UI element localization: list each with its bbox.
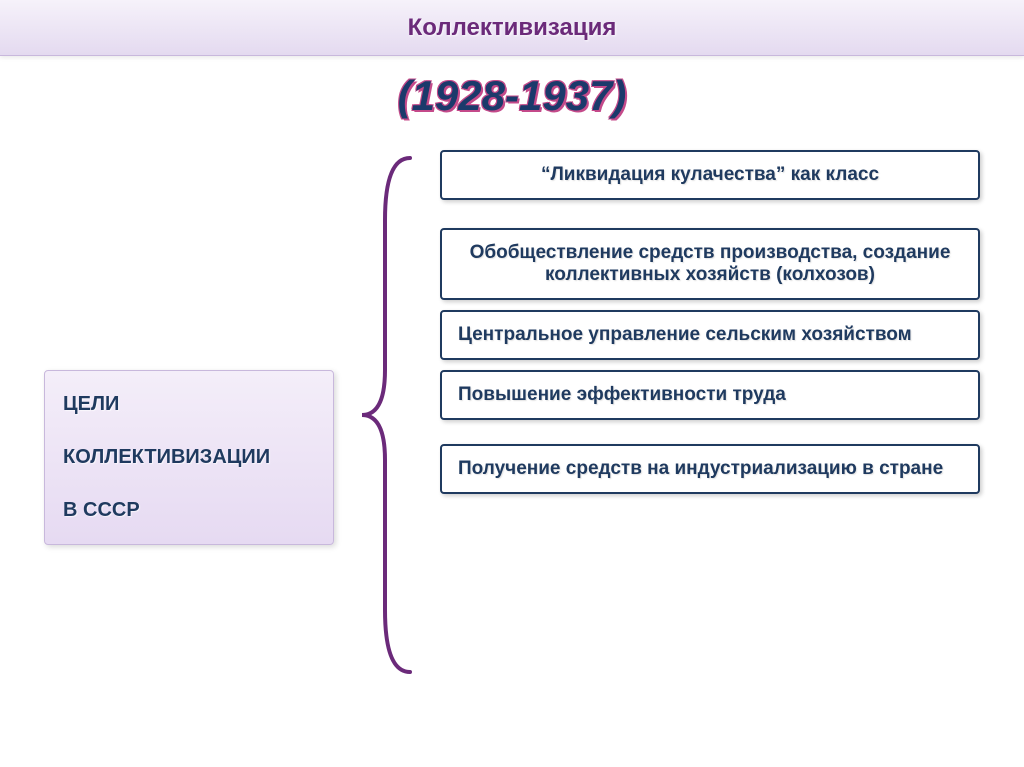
goal-item: Обобществление средств производства, соз…: [440, 228, 980, 300]
goals-label-box: ЦЕЛИ КОЛЛЕКТИВИЗАЦИИ В СССР: [44, 370, 334, 545]
brace-icon: [350, 150, 430, 680]
goal-item: Повышение эффективности труда: [440, 370, 980, 420]
goals-label-line1: ЦЕЛИ: [63, 393, 315, 416]
page-title: Коллективизация: [408, 14, 617, 42]
header-bar: Коллективизация: [0, 0, 1024, 56]
goals-label-line2: КОЛЛЕКТИВИЗАЦИИ: [63, 446, 315, 469]
goals-label-line3: В СССР: [63, 499, 315, 522]
years-subtitle: (1928-1937): [0, 72, 1024, 120]
goals-list: “Ликвидация кулачества” как класс Обобще…: [440, 150, 980, 522]
goal-item: “Ликвидация кулачества” как класс: [440, 150, 980, 200]
goal-item: Центральное управление сельским хозяйств…: [440, 310, 980, 360]
goal-item: Получение средств на индустриализацию в …: [440, 444, 980, 494]
